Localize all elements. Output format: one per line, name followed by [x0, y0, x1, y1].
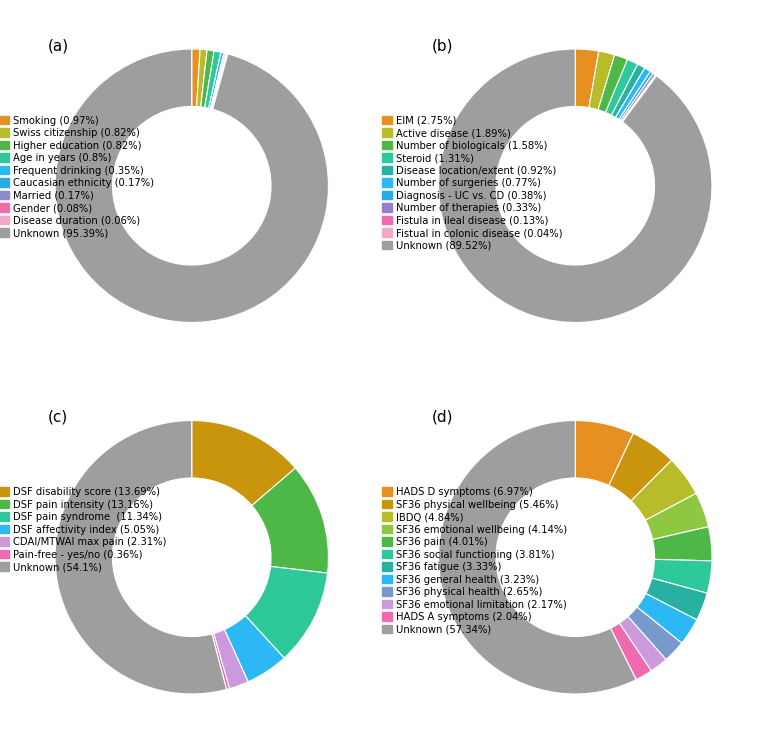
Wedge shape [210, 53, 225, 109]
Wedge shape [652, 559, 712, 593]
Wedge shape [55, 421, 226, 694]
Wedge shape [628, 607, 682, 660]
Wedge shape [622, 76, 657, 122]
Wedge shape [245, 566, 328, 658]
Wedge shape [439, 49, 712, 322]
Wedge shape [589, 51, 614, 110]
Wedge shape [192, 49, 200, 106]
Wedge shape [205, 51, 221, 108]
Wedge shape [622, 75, 657, 122]
Wedge shape [619, 71, 653, 120]
Wedge shape [575, 49, 599, 108]
Wedge shape [55, 49, 328, 322]
Wedge shape [212, 53, 227, 109]
Text: (b): (b) [432, 38, 453, 53]
Wedge shape [606, 59, 638, 115]
Legend: DSF disability score (13.69%), DSF pain intensity (13.16%), DSF pain syndrome  (: DSF disability score (13.69%), DSF pain … [0, 487, 166, 572]
Wedge shape [214, 629, 248, 689]
Wedge shape [611, 623, 651, 680]
Wedge shape [252, 468, 328, 573]
Wedge shape [653, 527, 712, 561]
Wedge shape [631, 460, 696, 520]
Wedge shape [225, 616, 284, 682]
Legend: EIM (2.75%), Active disease (1.89%), Number of biologicals (1.58%), Steroid (1.3: EIM (2.75%), Active disease (1.89%), Num… [382, 116, 562, 250]
Wedge shape [212, 53, 228, 109]
Wedge shape [616, 68, 650, 120]
Text: (c): (c) [48, 409, 68, 424]
Wedge shape [619, 617, 666, 671]
Wedge shape [192, 421, 295, 505]
Wedge shape [646, 578, 707, 620]
Wedge shape [201, 50, 214, 108]
Text: (d): (d) [432, 409, 453, 424]
Wedge shape [196, 49, 207, 107]
Legend: HADS D symptoms (6.97%), SF36 physical wellbeing (5.46%), IBDQ (4.84%), SF36 emo: HADS D symptoms (6.97%), SF36 physical w… [382, 487, 567, 635]
Wedge shape [439, 421, 636, 694]
Wedge shape [621, 74, 655, 122]
Wedge shape [575, 421, 634, 485]
Wedge shape [212, 634, 229, 690]
Wedge shape [637, 594, 696, 643]
Wedge shape [209, 52, 224, 108]
Wedge shape [211, 53, 227, 109]
Text: (a): (a) [48, 38, 69, 53]
Wedge shape [611, 64, 645, 117]
Wedge shape [598, 55, 627, 112]
Wedge shape [645, 493, 709, 539]
Wedge shape [609, 433, 671, 501]
Legend: Smoking (0.97%), Swiss citizenship (0.82%), Higher education (0.82%), Age in yea: Smoking (0.97%), Swiss citizenship (0.82… [0, 116, 153, 238]
